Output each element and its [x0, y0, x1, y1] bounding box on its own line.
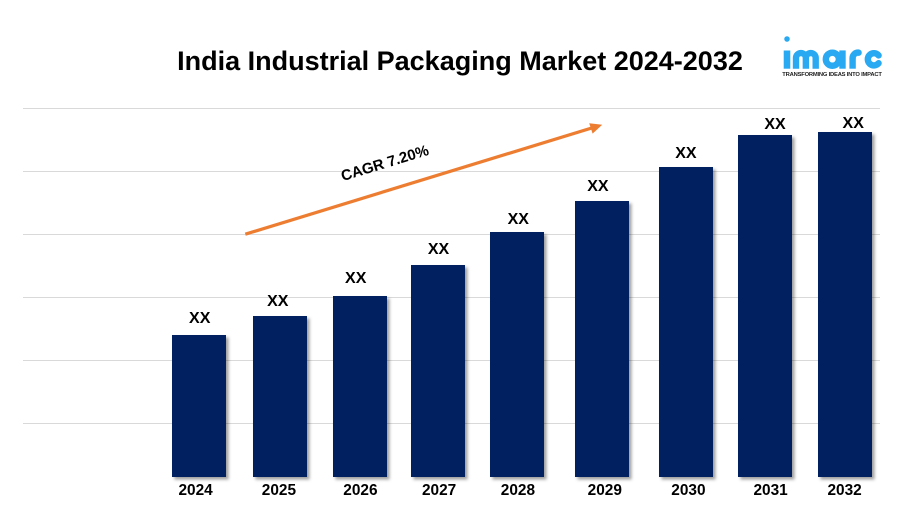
svg-text:TRANSFORMING IDEAS INTO IMPACT: TRANSFORMING IDEAS INTO IMPACT [782, 72, 882, 78]
